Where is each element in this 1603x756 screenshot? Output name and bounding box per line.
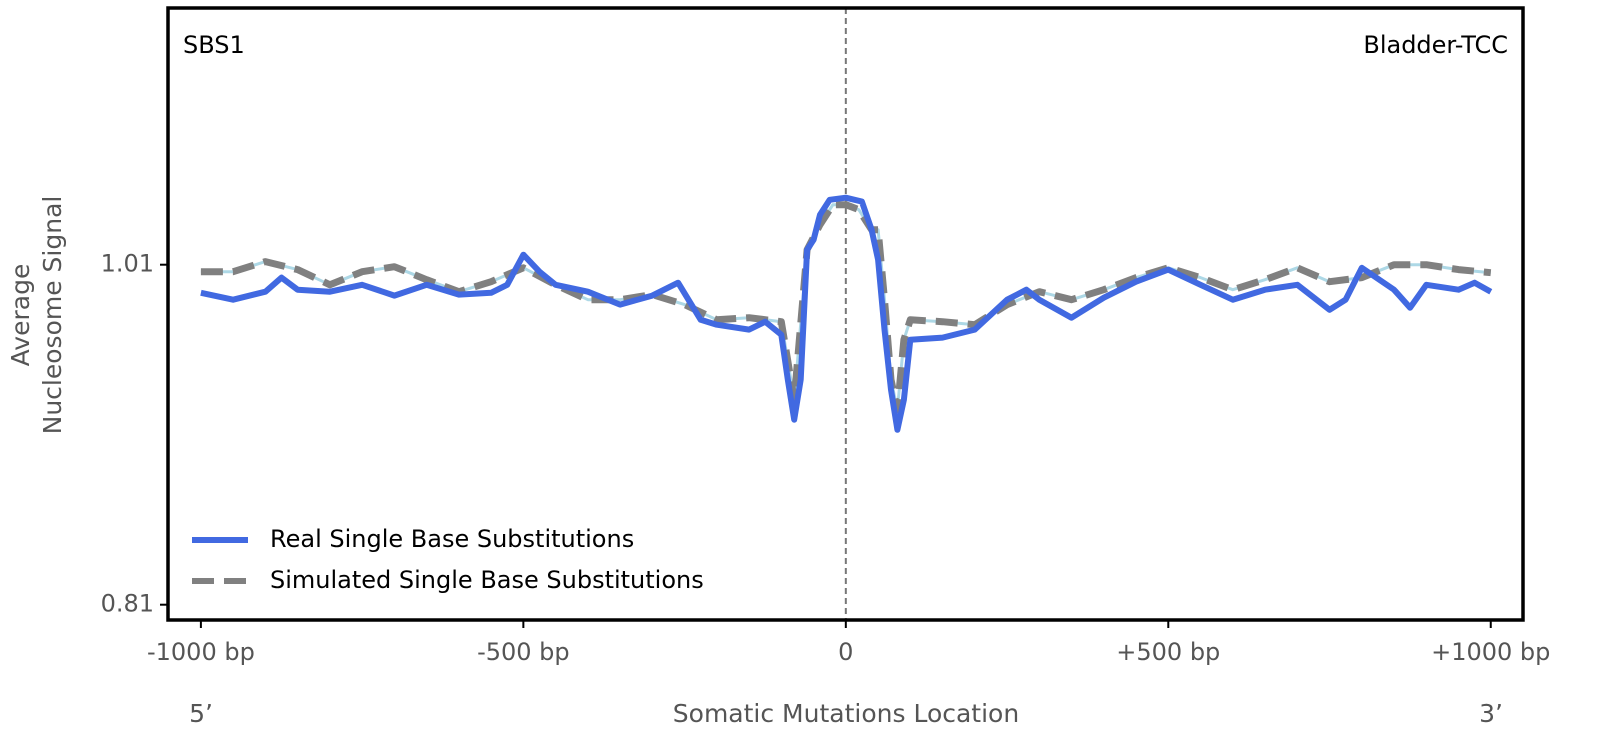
y-tick-label: 1.01	[101, 250, 154, 278]
legend-label: Real Single Base Substitutions	[270, 525, 634, 553]
three-prime-label: 3’	[1479, 699, 1503, 728]
signature-label: SBS1	[183, 31, 245, 59]
y-tick-label: 0.81	[101, 590, 154, 618]
x-tick-label: +1000 bp	[1431, 638, 1550, 666]
x-axis-label: Somatic Mutations Location	[673, 699, 1019, 728]
y-axis-label: Nucleosome Signal	[38, 196, 67, 435]
real-line	[200, 194, 1493, 433]
legend-label: Simulated Single Base Substitutions	[270, 566, 704, 594]
x-tick-label: -500 bp	[477, 638, 570, 666]
x-tick-label: 0	[838, 638, 853, 666]
five-prime-label: 5’	[189, 699, 213, 728]
plot-frame	[166, 6, 1525, 622]
y-axis-label: Average	[6, 264, 35, 367]
x-tick-label: +500 bp	[1116, 638, 1220, 666]
cancer-label: Bladder-TCC	[1363, 31, 1508, 59]
x-tick-label: -1000 bp	[147, 638, 255, 666]
